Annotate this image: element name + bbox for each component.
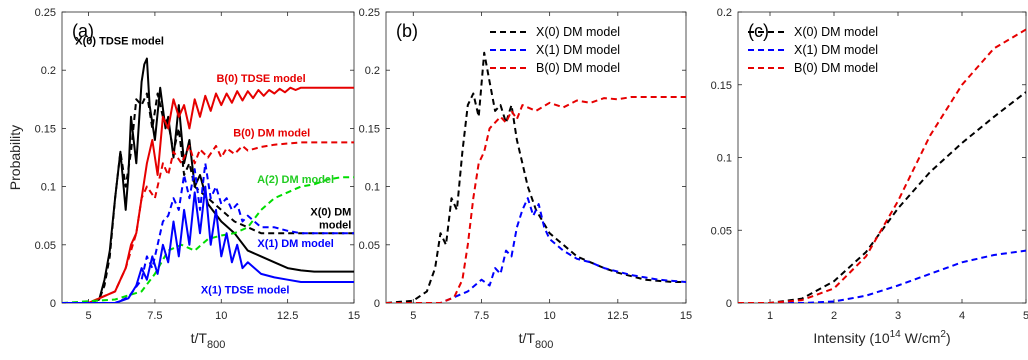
x-axis-label-mid: W/cm (901, 330, 941, 346)
series-line-2 (738, 28, 1026, 303)
y-tick-label: 0 (374, 298, 380, 310)
x-axis-label-sub: 800 (207, 339, 225, 351)
x-axis-label-sub: 800 (535, 339, 553, 351)
panel-label: (a) (72, 21, 94, 41)
series-line-1 (738, 249, 1026, 303)
annotation: B(0) TDSE model (216, 73, 305, 85)
y-tick-label: 0.15 (359, 123, 380, 135)
x-axis-label-sup: 14 (890, 329, 902, 340)
annotation: X(1) TDSE model (201, 285, 290, 297)
x-tick-label: 3 (895, 310, 901, 322)
legend-label: X(0) DM model (536, 25, 620, 39)
x-tick-label: 12.5 (607, 310, 628, 322)
x-tick-label: 12.5 (277, 310, 298, 322)
series-line-2 (386, 96, 686, 303)
panel-b: 5 7.5 10 12.5 15 0 0.05 0.1 0.15 0.2 0.25 (b) X(0) D… (359, 7, 693, 351)
legend-label: B(0) DM model (536, 61, 620, 75)
y-axis-label: Probability (7, 125, 23, 190)
annotation: model (319, 220, 351, 232)
y-tick-label: 0.05 (711, 225, 732, 237)
annotation: X(1) DM model (257, 238, 333, 250)
y-tick-label: 0.2 (717, 7, 732, 19)
legend-label: X(0) DM model (794, 25, 878, 39)
legend-label: X(1) DM model (536, 43, 620, 57)
axes-box (737, 11, 1027, 304)
x-tick-label: 2 (831, 310, 837, 322)
x-tick-label: 7.5 (147, 310, 162, 322)
y-tick-label: 0.05 (359, 240, 380, 252)
x-axis-label: Intensity (1014 W/cm2) (813, 329, 950, 346)
x-tick-label: 10 (544, 310, 556, 322)
legend-label: X(1) DM model (794, 43, 878, 57)
y-tick-label: 0.2 (365, 65, 380, 77)
x-tick-label: 5 (1023, 310, 1028, 322)
x-tick-label: 15 (348, 310, 360, 322)
x-axis-label-end: ) (946, 330, 951, 346)
y-tick-label: 0.25 (359, 7, 380, 19)
y-tick-label: 0.1 (717, 153, 732, 165)
x-tick-label: 4 (959, 310, 965, 322)
x-tick-label: 10 (215, 310, 227, 322)
x-axis-label-main: t/T (191, 330, 208, 346)
panel-label: (b) (396, 21, 418, 41)
x-axis-label-sup2: 2 (940, 329, 946, 340)
y-tick-label: 0 (726, 298, 732, 310)
series-line-0 (386, 51, 686, 303)
series-line-1 (386, 197, 686, 303)
legend-label: B(0) DM model (794, 61, 878, 75)
y-tick-label: 0.2 (41, 65, 56, 77)
series-line-3 (62, 141, 354, 303)
x-axis-label-main: t/T (519, 330, 536, 346)
y-tick-label: 0 (50, 298, 56, 310)
y-tick-label: 0.25 (35, 7, 56, 19)
x-axis-label: t/T800 (191, 330, 226, 351)
annotation: B(0) DM model (233, 128, 310, 140)
series-line-5 (62, 162, 354, 303)
annotation: X(0) TDSE model (75, 36, 164, 48)
annotation: A(2) DM model (257, 174, 334, 186)
y-tick-label: 0.1 (365, 182, 380, 194)
x-axis-label-main: Intensity (10 (813, 330, 889, 346)
x-axis-label: t/T800 (519, 330, 554, 351)
x-tick-label: 15 (680, 310, 692, 322)
series-line-0 (738, 91, 1026, 303)
y-tick-label: 0.05 (35, 240, 56, 252)
x-tick-label: 5 (85, 310, 91, 322)
axes-box (61, 11, 355, 304)
series-line-4 (62, 176, 354, 303)
y-tick-label: 0.1 (41, 182, 56, 194)
y-tick-label: 0.15 (35, 123, 56, 135)
axes-box (385, 11, 687, 304)
series-line-6 (62, 185, 354, 303)
x-tick-label: 7.5 (474, 310, 489, 322)
x-tick-label: 1 (767, 310, 773, 322)
y-tick-label: 0.15 (711, 80, 732, 92)
panel-a: 5 7.5 10 12.5 15 0 0.05 0.1 0.15 0.2 0.25 (a)X(0) T… (7, 7, 360, 351)
panel-c: 1 2 3 4 500.050.10.150.2(c) X(0) DM modelX(1)… (711, 7, 1028, 346)
x-tick-label: 5 (410, 310, 416, 322)
annotation: X(0) DM (310, 207, 351, 219)
